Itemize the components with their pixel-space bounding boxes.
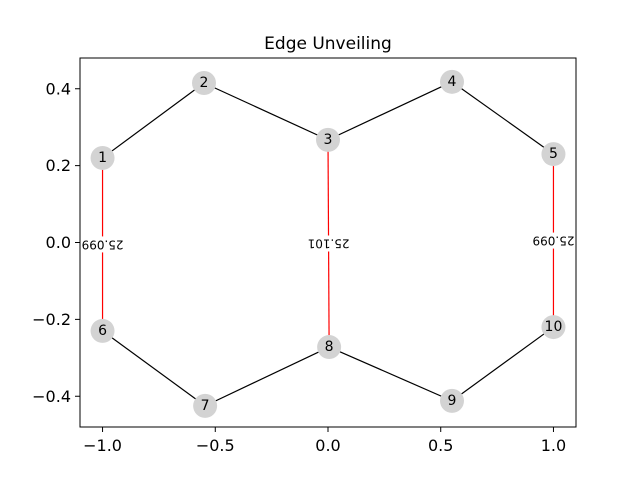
- y-tick-label: −0.4: [32, 387, 71, 406]
- edge-label-5-10: 25.099: [529, 233, 577, 249]
- y-tick-label: −0.2: [32, 310, 71, 329]
- y-axis: 0.4 0.2 0.0 −0.2 −0.4: [32, 79, 80, 406]
- node-label-5: 5: [549, 146, 558, 162]
- node-label-2: 2: [200, 75, 209, 91]
- x-tick-label: −1.0: [83, 436, 122, 455]
- edge-label-3-8: 25.101: [305, 235, 353, 251]
- plot-title: Edge Unveiling: [264, 34, 392, 54]
- edge-3-4: [328, 82, 452, 140]
- node-label-1: 1: [98, 150, 107, 166]
- edge-label-text: 25.099: [532, 234, 574, 248]
- x-tick-label: 1.0: [541, 436, 566, 455]
- y-tick-label: 0.2: [46, 156, 71, 175]
- node-label-10: 10: [545, 319, 563, 335]
- edge-8-9: [329, 347, 452, 401]
- edge-label-text: 25.099: [82, 237, 124, 251]
- x-tick-label: −0.5: [196, 436, 235, 455]
- x-tick-label: 0.5: [428, 436, 453, 455]
- node-label-3: 3: [324, 132, 333, 148]
- node-label-6: 6: [98, 323, 107, 339]
- edge-7-8: [205, 347, 329, 406]
- x-tick-label: 0.0: [315, 436, 340, 455]
- x-axis: −1.0 −0.5 0.0 0.5 1.0: [83, 427, 566, 455]
- node-label-9: 9: [448, 393, 457, 409]
- y-tick-label: 0.4: [46, 79, 71, 98]
- y-tick-label: 0.0: [46, 233, 71, 252]
- edge-6-7: [103, 331, 206, 406]
- edge-label-1-6: 25.099: [79, 236, 127, 252]
- edge-4-5: [452, 82, 553, 154]
- node-label-4: 4: [448, 74, 457, 90]
- edge-9-10: [452, 327, 553, 401]
- node-label-7: 7: [201, 398, 210, 414]
- edge-1-2: [103, 83, 204, 158]
- edge-label-text: 25.101: [308, 236, 350, 250]
- node-label-8: 8: [325, 339, 334, 355]
- edge-2-3: [204, 83, 328, 140]
